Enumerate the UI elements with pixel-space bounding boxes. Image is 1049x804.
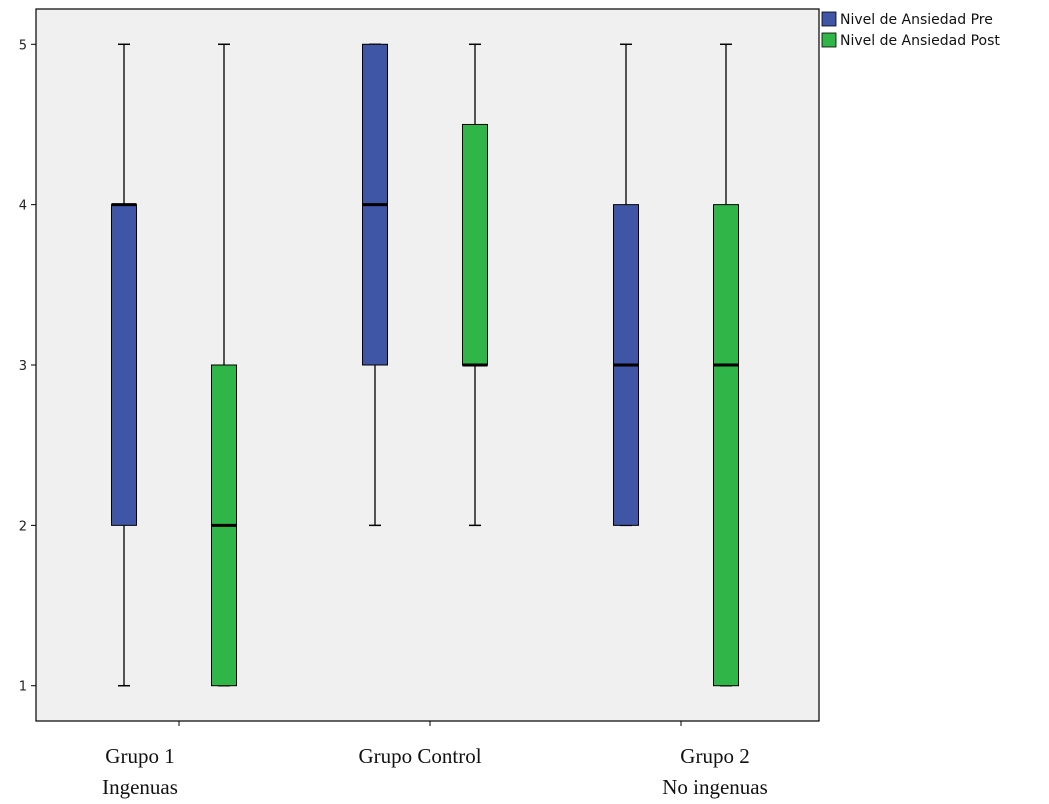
legend-swatch — [821, 11, 837, 27]
box-body — [462, 123, 488, 366]
legend-swatch — [821, 32, 837, 48]
box-post-1 — [211, 43, 237, 687]
x-axis: Grupo 1 Ingenuas Grupo Control Grupo 2 No in… — [102, 721, 768, 799]
y-axis: 1 2 3 4 5 — [19, 38, 36, 695]
category-label-line2: Ingenuas — [102, 775, 178, 799]
box-pre-2 — [362, 43, 388, 527]
box-pre-1 — [111, 43, 137, 687]
category-label-line1: Grupo Control — [358, 744, 481, 768]
box-post-2 — [462, 43, 488, 527]
y-tick-label: 4 — [19, 199, 27, 214]
category-label-line1: Grupo 2 — [680, 744, 749, 768]
y-tick-label: 2 — [19, 519, 27, 534]
box-series-group — [111, 43, 739, 687]
category-label-line1: Grupo 1 — [105, 744, 174, 768]
box-body — [713, 204, 739, 687]
box-post-3 — [713, 43, 739, 687]
y-tick-label: 5 — [19, 38, 27, 53]
legend-label: Nivel de Ansiedad Post — [840, 33, 1000, 49]
box-body — [111, 204, 137, 526]
y-tick-label: 1 — [19, 680, 27, 695]
y-tick-label: 3 — [19, 359, 27, 374]
box-pre-3 — [613, 43, 639, 527]
plot-area — [35, 8, 820, 722]
category-label-line2: No ingenuas — [662, 775, 768, 799]
legend-label: Nivel de Ansiedad Pre — [840, 12, 993, 28]
legend: Nivel de Ansiedad Pre Nivel de Ansiedad P… — [821, 11, 1000, 49]
